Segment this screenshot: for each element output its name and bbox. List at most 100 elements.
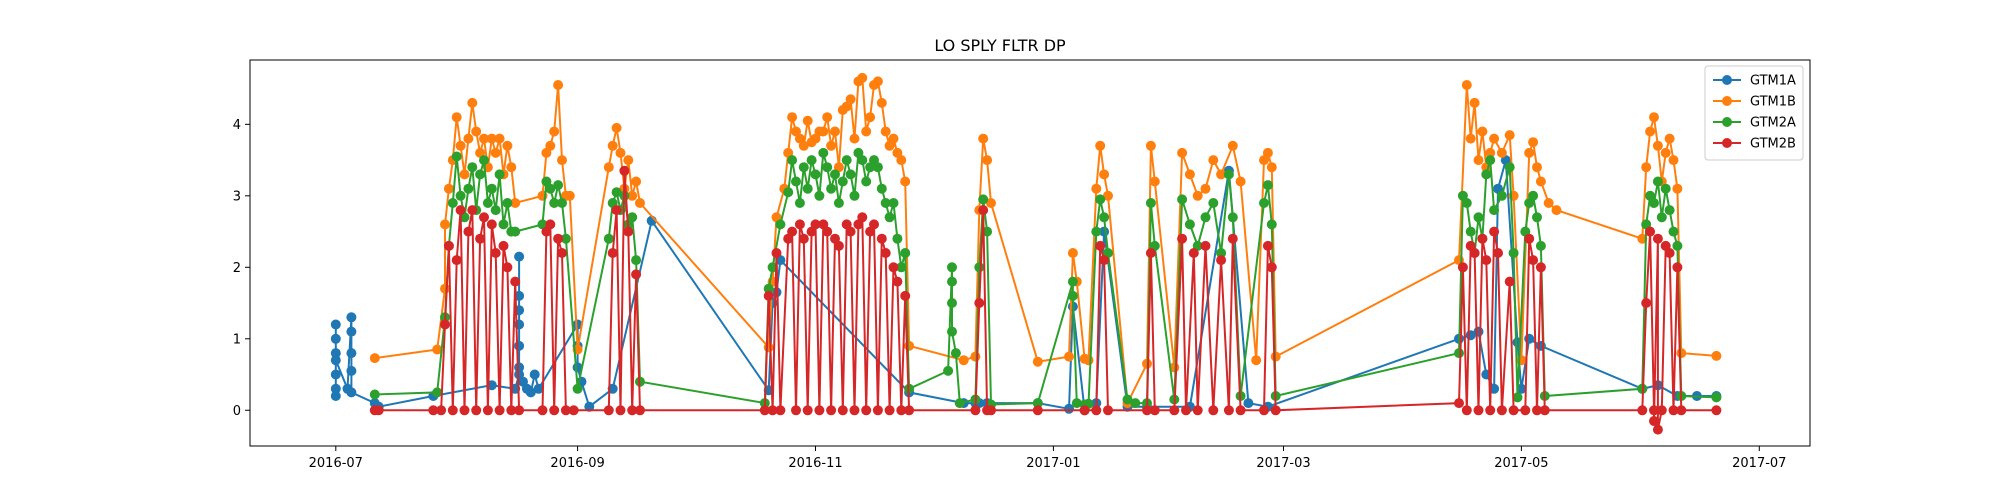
legend-item-gtm1a: GTM1A — [1713, 74, 1796, 89]
data-point — [482, 405, 493, 416]
data-point — [1532, 162, 1542, 173]
data-point — [1649, 416, 1659, 426]
data-point — [490, 205, 501, 216]
x-tick-label: 2017-03 — [1256, 456, 1310, 471]
data-point — [568, 405, 579, 416]
data-point — [631, 176, 642, 187]
data-point — [572, 319, 583, 330]
data-point — [950, 348, 961, 359]
data-point — [553, 233, 564, 244]
data-point — [443, 240, 454, 251]
data-point — [475, 233, 486, 244]
data-point — [818, 147, 829, 158]
data-point — [798, 162, 809, 173]
data-point — [369, 353, 380, 364]
data-point — [467, 97, 478, 108]
data-point — [1083, 355, 1094, 366]
data-point — [502, 198, 513, 208]
data-point — [498, 219, 509, 230]
data-point — [1079, 405, 1090, 416]
data-point — [1649, 198, 1659, 208]
data-point — [794, 219, 805, 230]
data-point — [506, 162, 517, 173]
legend: GTM1A GTM1B GTM2A GTM2B — [1704, 65, 1804, 161]
data-point — [627, 212, 638, 223]
data-point — [1149, 405, 1160, 416]
data-point — [826, 183, 837, 194]
data-point — [502, 140, 513, 151]
data-point — [791, 405, 801, 416]
data-point — [830, 126, 840, 137]
data-point — [1454, 398, 1464, 409]
data-point — [892, 276, 903, 287]
data-point — [330, 391, 341, 401]
data-point — [1103, 405, 1113, 416]
data-point — [837, 176, 848, 187]
data-point — [1664, 133, 1675, 144]
data-point — [1711, 405, 1722, 416]
data-point — [837, 405, 848, 416]
data-point — [1652, 233, 1663, 244]
data-point — [1216, 255, 1227, 266]
data-point — [1216, 169, 1227, 180]
data-point — [330, 333, 341, 344]
data-point — [486, 133, 497, 144]
data-point — [1227, 233, 1238, 244]
data-point — [451, 255, 462, 266]
data-point — [1177, 194, 1188, 205]
y-tick-label: 0 — [233, 404, 241, 419]
legend-label: GTM1B — [1750, 95, 1796, 110]
data-point — [1508, 405, 1519, 416]
data-point — [1637, 233, 1648, 244]
data-point — [1067, 276, 1078, 287]
data-point — [611, 187, 622, 198]
data-point — [1208, 155, 1219, 166]
data-point — [970, 351, 981, 362]
data-point — [869, 219, 879, 230]
data-point — [1130, 398, 1141, 409]
data-point — [482, 198, 493, 208]
data-point — [459, 169, 470, 180]
data-point — [900, 176, 911, 187]
data-point — [904, 340, 915, 351]
data-point — [369, 389, 380, 400]
data-point — [1656, 212, 1667, 223]
data-point — [900, 248, 911, 258]
data-point — [1200, 183, 1211, 194]
data-point — [787, 112, 798, 123]
data-point — [978, 205, 989, 216]
data-point — [1177, 233, 1188, 244]
data-point — [479, 155, 489, 166]
data-point — [1532, 212, 1542, 223]
data-point — [1262, 240, 1273, 251]
data-point — [619, 165, 630, 176]
data-point — [1251, 355, 1262, 366]
data-point — [1461, 405, 1472, 416]
data-point — [1149, 176, 1160, 187]
data-point — [1169, 405, 1180, 416]
data-point — [346, 348, 357, 359]
data-point — [529, 369, 540, 380]
data-point — [1208, 405, 1219, 416]
legend-label: GTM1A — [1750, 74, 1796, 89]
data-point — [1184, 219, 1195, 230]
data-point — [1516, 355, 1527, 366]
series-gtm2a — [369, 147, 1722, 410]
data-point — [802, 183, 813, 194]
data-point — [787, 226, 798, 237]
data-point — [849, 133, 860, 144]
data-point — [1535, 262, 1546, 273]
data-point — [1504, 162, 1515, 173]
data-point — [557, 155, 567, 166]
data-point — [549, 198, 560, 208]
x-tick-label: 2016-07 — [309, 456, 363, 471]
data-point — [1473, 405, 1484, 416]
data-point — [896, 262, 907, 273]
data-point — [1457, 262, 1468, 273]
data-point — [763, 290, 774, 301]
data-point — [440, 319, 450, 330]
data-point — [974, 262, 985, 273]
data-point — [802, 405, 813, 416]
data-point — [822, 112, 833, 123]
